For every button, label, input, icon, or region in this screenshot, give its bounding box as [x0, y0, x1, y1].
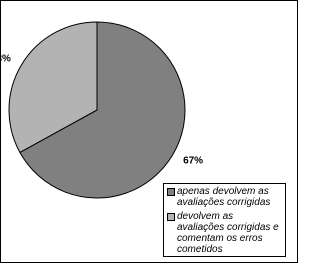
- legend-label: apenas devolvem as avaliações corrigidas: [177, 186, 271, 208]
- legend-item: apenas devolvem as avaliações corrigidas: [167, 186, 282, 208]
- legend-swatch: [167, 213, 175, 221]
- legend-item: devolvem as avaliações corrigidas e come…: [167, 211, 282, 255]
- legend-label: devolvem as avaliações corrigidas e come…: [177, 211, 279, 255]
- pie-slice: [8, 21, 98, 154]
- chart-canvas: 67% 33%: [0, 0, 298, 263]
- legend-swatch: [167, 188, 175, 196]
- chart: 67% 33% apenas devolvem as avaliações cor…: [0, 0, 298, 263]
- pie-slice: [19, 21, 186, 199]
- data-label: 33%: [0, 54, 11, 65]
- data-label: 67%: [183, 156, 203, 167]
- legend: apenas devolvem as avaliações corrigidas…: [163, 183, 286, 257]
